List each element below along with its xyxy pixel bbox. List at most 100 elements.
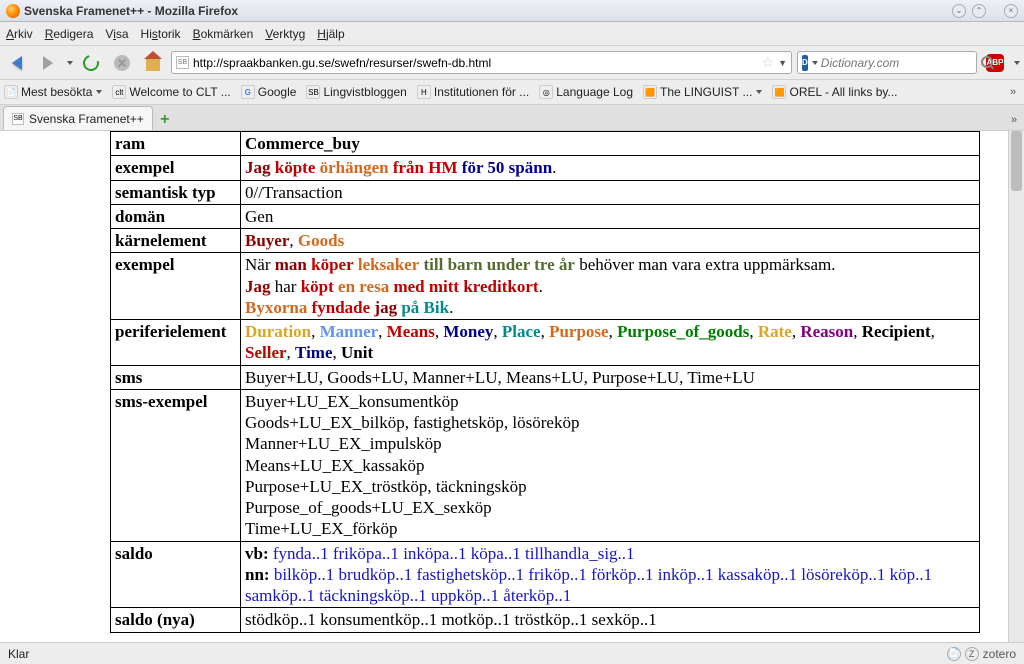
- search-engine-icon[interactable]: D: [802, 55, 808, 71]
- saldo-link[interactable]: fynda..1: [273, 544, 329, 563]
- bookmark-favicon-icon: SB: [306, 85, 320, 99]
- bookmark-favicon-icon: ◎: [539, 85, 553, 99]
- label-karn: kärnelement: [111, 229, 241, 253]
- bookmark-item[interactable]: 🟧OREL - All links by...: [772, 85, 897, 99]
- forward-button[interactable]: [35, 50, 61, 76]
- firefox-favicon: [6, 4, 20, 18]
- value-sms: Buyer+LU, Goods+LU, Manner+LU, Means+LU,…: [241, 365, 980, 389]
- saldo-link[interactable]: samköp..1: [245, 586, 315, 605]
- menu-bokmarken[interactable]: Bokmärken: [193, 27, 254, 41]
- window-title: Svenska Framenet++ - Mozilla Firefox: [24, 4, 238, 18]
- value-saldony: stödköp..1 konsumentköp..1 motköp..1 trö…: [241, 608, 980, 632]
- page-favicon-icon: SB: [176, 56, 189, 69]
- window-titlebar: Svenska Framenet++ - Mozilla Firefox ⌄ ⌃…: [0, 0, 1024, 22]
- status-text: Klar: [8, 647, 29, 661]
- home-button[interactable]: [140, 50, 166, 76]
- tabs-overflow-icon[interactable]: »: [1007, 114, 1021, 130]
- adblock-dropdown-icon[interactable]: [1014, 61, 1020, 65]
- scrollbar-track[interactable]: [1008, 131, 1024, 642]
- bookmarks-toolbar: 📄Mest besökta cltWelcome to CLT ... GGoogl…: [0, 80, 1024, 105]
- label-ram: ram: [111, 132, 241, 156]
- minimize-button[interactable]: ⌄: [952, 4, 966, 18]
- saldo-link[interactable]: inköp..1: [658, 565, 714, 584]
- maximize-button[interactable]: ⌃: [972, 4, 986, 18]
- stop-button[interactable]: [109, 50, 135, 76]
- saldo-link[interactable]: köp..1: [890, 565, 933, 584]
- bookmark-favicon-icon: 🟧: [643, 85, 657, 99]
- saldo-link[interactable]: inköpa..1: [403, 544, 466, 563]
- bookmark-star-icon[interactable]: ☆: [762, 54, 775, 71]
- saldo-link[interactable]: köpa..1: [471, 544, 521, 563]
- saldo-link[interactable]: fastighetsköp..1: [416, 565, 524, 584]
- bookmark-item[interactable]: HInstitutionen för ...: [417, 85, 529, 99]
- status-bar: Klar 📄 Z zotero: [0, 642, 1024, 664]
- label-peri: periferielement: [111, 320, 241, 366]
- saldo-link[interactable]: friköpa..1: [333, 544, 399, 563]
- value-exempel-2: När man köper leksaker till barn under t…: [241, 253, 980, 320]
- close-button[interactable]: ×: [1004, 4, 1018, 18]
- value-smsex: Buyer+LU_EX_konsumentköp Goods+LU_EX_bil…: [241, 389, 980, 541]
- bookmark-item[interactable]: cltWelcome to CLT ...: [112, 85, 230, 99]
- url-dropdown-icon[interactable]: ▼: [778, 58, 787, 68]
- new-tab-button[interactable]: +: [153, 110, 177, 130]
- bookmark-favicon-icon: 🟧: [772, 85, 786, 99]
- url-bar[interactable]: SB ☆ ▼: [171, 51, 792, 74]
- engine-dropdown-icon[interactable]: [812, 61, 818, 65]
- bookmark-item[interactable]: GGoogle: [241, 85, 297, 99]
- menu-bar: Arkiv Redigera Visa Historik Bokmärken V…: [0, 22, 1024, 46]
- saldo-link[interactable]: bilköp..1: [274, 565, 334, 584]
- label-saldo: saldo: [111, 541, 241, 608]
- label-semtyp: semantisk typ: [111, 180, 241, 204]
- bookmark-dropdown-icon[interactable]: [756, 90, 762, 94]
- tab-label: Svenska Framenet++: [29, 112, 144, 126]
- search-bar[interactable]: D: [797, 51, 977, 74]
- menu-arkiv[interactable]: Arkiv: [6, 27, 33, 41]
- tab-active[interactable]: SB Svenska Framenet++: [3, 106, 153, 130]
- tab-bar: SB Svenska Framenet++ + »: [0, 105, 1024, 131]
- menu-redigera[interactable]: Redigera: [45, 27, 94, 41]
- menu-hjalp[interactable]: Hjälp: [317, 27, 344, 41]
- reload-button[interactable]: [78, 50, 104, 76]
- search-input[interactable]: [821, 56, 978, 70]
- saldo-link[interactable]: brudköp..1: [339, 565, 413, 584]
- bookmark-label: OREL - All links by...: [789, 85, 897, 99]
- back-button[interactable]: [4, 50, 30, 76]
- zotero-indicator[interactable]: 📄 Z zotero: [947, 647, 1016, 661]
- label-doman: domän: [111, 204, 241, 228]
- label-exempel2: exempel: [111, 253, 241, 320]
- bookmark-label: Google: [258, 85, 297, 99]
- saldo-link[interactable]: täckningsköp..1: [319, 586, 427, 605]
- zotero-label: zotero: [983, 647, 1016, 661]
- saldo-link[interactable]: friköp..1: [528, 565, 587, 584]
- zotero-page-icon: 📄: [947, 647, 961, 661]
- bookmark-label: The LINGUIST ...: [660, 85, 752, 99]
- scrollbar-thumb[interactable]: [1011, 131, 1022, 191]
- saldo-link[interactable]: förköp..1: [591, 565, 653, 584]
- navigation-toolbar: SB ☆ ▼ D ABP: [0, 46, 1024, 80]
- bookmarks-overflow-icon[interactable]: »: [1006, 86, 1020, 98]
- bookmark-label: Institutionen för ...: [434, 85, 529, 99]
- label-exempel: exempel: [111, 156, 241, 180]
- saldo-link[interactable]: uppköp..1: [431, 586, 499, 605]
- menu-historik[interactable]: Historik: [141, 27, 181, 41]
- bookmark-item[interactable]: 📄Mest besökta: [4, 85, 102, 99]
- bookmark-item[interactable]: 🟧The LINGUIST ...: [643, 85, 762, 99]
- value-peri: Duration, Manner, Means, Money, Place, P…: [241, 320, 980, 366]
- bookmark-item[interactable]: ◎Language Log: [539, 85, 633, 99]
- menu-visa[interactable]: Visa: [105, 27, 128, 41]
- bookmark-label: Language Log: [556, 85, 633, 99]
- bookmark-item[interactable]: SBLingvistbloggen: [306, 85, 406, 99]
- url-input[interactable]: [193, 56, 758, 70]
- menu-verktyg[interactable]: Verktyg: [265, 27, 305, 41]
- value-saldo: vb: fynda..1 friköpa..1 inköpa..1 köpa..…: [241, 541, 980, 608]
- value-doman: Gen: [241, 204, 980, 228]
- saldo-link[interactable]: tillhandla_sig..1: [525, 544, 635, 563]
- saldo-link[interactable]: återköp..1: [503, 586, 571, 605]
- bookmark-favicon-icon: 📄: [4, 85, 18, 99]
- zotero-z-icon: Z: [965, 647, 979, 661]
- saldo-link[interactable]: lösöreköp..1: [801, 565, 885, 584]
- history-dropdown-icon[interactable]: [67, 61, 73, 65]
- saldo-link[interactable]: kassaköp..1: [718, 565, 797, 584]
- bookmark-dropdown-icon[interactable]: [96, 90, 102, 94]
- bookmark-label: Mest besökta: [21, 85, 92, 99]
